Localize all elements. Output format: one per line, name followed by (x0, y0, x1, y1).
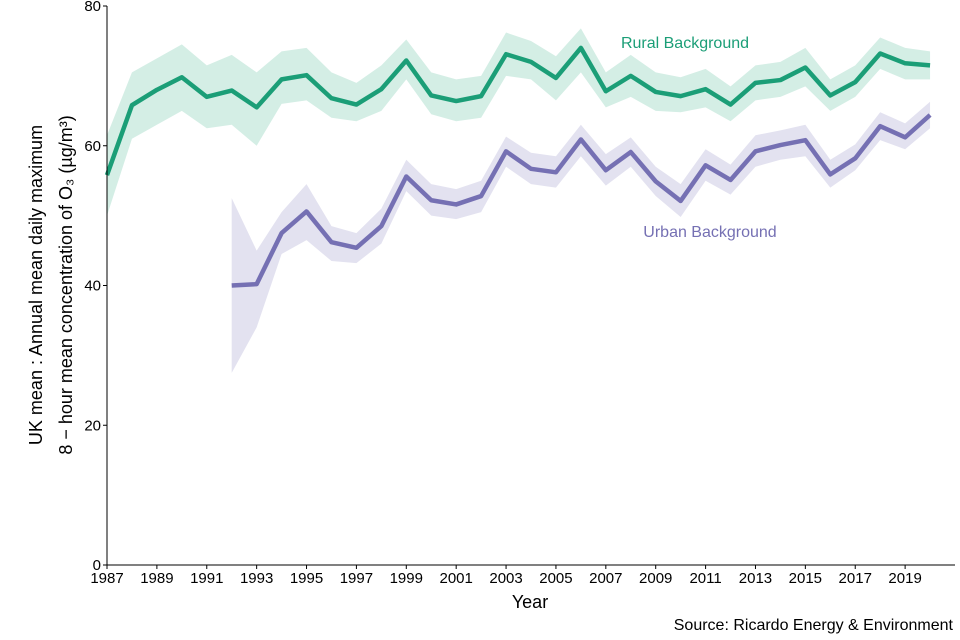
y-tick-label: 20 (84, 417, 101, 434)
x-tick-label: 2011 (689, 570, 721, 587)
x-tick-label: 2005 (539, 570, 572, 587)
x-tick-label: 2009 (639, 570, 672, 587)
x-tick-label: 1989 (140, 570, 173, 587)
x-tick-label: 2007 (589, 570, 622, 587)
x-tick-label: 2003 (489, 570, 522, 587)
x-tick-label: 1987 (90, 570, 123, 587)
y-axis-label: UK mean : Annual mean daily maximum (26, 125, 46, 445)
x-tick-label: 2001 (439, 570, 472, 587)
x-tick-label: 1993 (240, 570, 273, 587)
legend-label: Rural Background (621, 35, 749, 52)
series-line (231, 113, 932, 288)
confidence-band (107, 28, 931, 216)
legend-label: Urban Background (643, 224, 776, 241)
x-axis-label: Year (512, 592, 548, 612)
x-tick-label: 1997 (340, 570, 373, 587)
source-note: Source: Ricardo Energy & Environment (674, 617, 954, 634)
y-tick-label: 80 (84, 0, 101, 15)
x-tick-label: 1991 (190, 570, 223, 587)
x-tick-label: 1999 (390, 570, 423, 587)
y-tick-label: 40 (84, 278, 101, 295)
y-tick-label: 0 (93, 557, 101, 574)
y-tick-label: 60 (84, 138, 101, 155)
y-axis-label: 8 − hour mean concentration of O₃ (µg/m³… (56, 115, 76, 454)
x-tick-label: 2019 (888, 570, 921, 587)
x-tick-label: 1995 (290, 570, 323, 587)
x-tick-label: 2017 (839, 570, 872, 587)
series-line (104, 45, 931, 176)
x-tick-label: 2013 (739, 570, 772, 587)
x-tick-label: 2015 (789, 570, 822, 587)
confidence-band (231, 101, 931, 373)
